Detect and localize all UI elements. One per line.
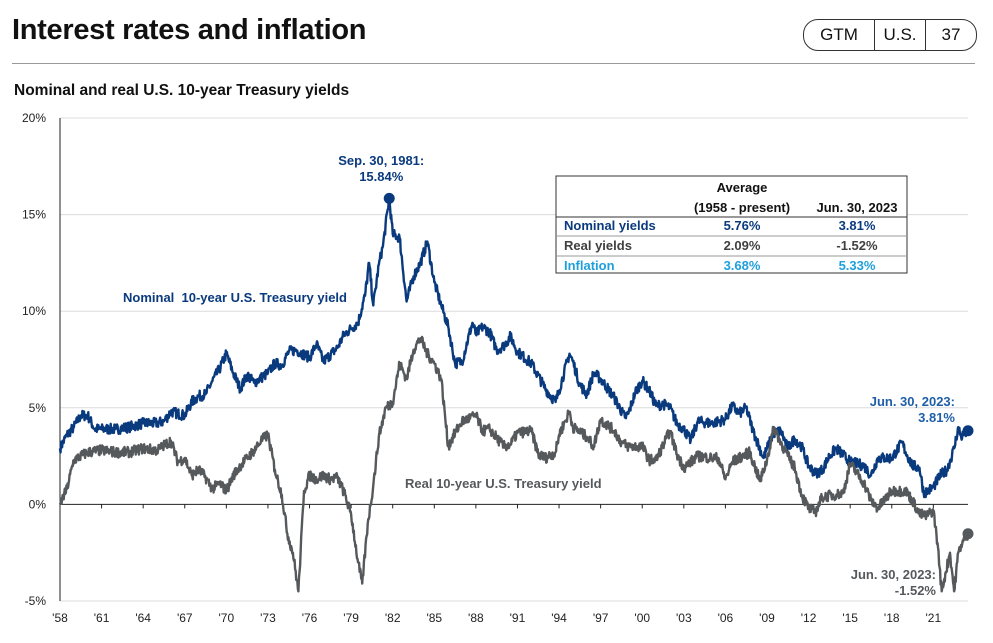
- x-tick-label: '15: [842, 611, 858, 625]
- table-header-average: Average: [717, 180, 768, 195]
- y-tick-label: 0%: [29, 497, 47, 511]
- table-row-nominal-average: 5.76%: [724, 218, 761, 233]
- nominal-yield-line: [58, 197, 970, 499]
- x-tick-label: '79: [343, 611, 359, 625]
- x-tick-label: '82: [385, 611, 401, 625]
- table-row-inflation-label: Inflation: [564, 258, 615, 273]
- page-title: Interest rates and inflation: [12, 14, 367, 46]
- table-row-nominal-label: Nominal yields: [564, 218, 656, 233]
- series-lines: [58, 197, 970, 593]
- y-tick-label: 20%: [22, 111, 46, 125]
- x-tick-label: '94: [551, 611, 567, 625]
- x-tick-label: '61: [94, 611, 110, 625]
- real-end-value: -1.52%: [895, 583, 937, 598]
- peak-marker: [383, 192, 395, 204]
- series-markers: [383, 192, 974, 540]
- x-tick-label: '58: [52, 611, 68, 625]
- y-tick-label: 5%: [29, 401, 47, 415]
- real-yield-line: [58, 335, 970, 593]
- real-end-marker: [962, 528, 974, 540]
- table-row-nominal-latest: 3.81%: [839, 218, 876, 233]
- peak-annotation-label: Sep. 30, 1981:: [338, 153, 424, 168]
- slide-id-badge: GTM U.S. 37: [803, 19, 977, 51]
- table-row-real-label: Real yields: [564, 238, 632, 253]
- y-tick-label: 15%: [22, 208, 46, 222]
- x-tick-label: '91: [510, 611, 526, 625]
- x-tick-label: '21: [926, 611, 942, 625]
- x-tick-label: '73: [260, 611, 276, 625]
- nominal-series-label: Nominal 10-year U.S. Treasury yield: [123, 290, 347, 305]
- nominal-end-label: Jun. 30, 2023:: [870, 394, 955, 409]
- chart-title: Nominal and real U.S. 10-year Treasury y…: [14, 82, 350, 99]
- table-row-real-average: 2.09%: [724, 238, 761, 253]
- x-tick-label: '97: [593, 611, 609, 625]
- real-series-label: Real 10-year U.S. Treasury yield: [405, 476, 602, 491]
- x-tick-label: '03: [676, 611, 692, 625]
- x-tick-label: '70: [219, 611, 235, 625]
- table-row-inflation-latest: 5.33%: [839, 258, 876, 273]
- x-tick-label: '00: [634, 611, 650, 625]
- real-end-label: Jun. 30, 2023:: [851, 567, 936, 582]
- x-tick-label: '18: [884, 611, 900, 625]
- x-tick-label: '76: [302, 611, 318, 625]
- table-header-date: Jun. 30, 2023: [817, 200, 898, 215]
- y-tick-label: -5%: [25, 594, 47, 608]
- badge-region: U.S.: [874, 20, 925, 50]
- x-axis-ticks: '58 '61 '64 '67 '70 '73 '76 '79 '82 '85 '88 '91 '94 '…: [52, 504, 941, 625]
- summary-table-frame: [555, 175, 908, 274]
- nominal-end-marker: [962, 425, 974, 437]
- x-tick-label: '67: [177, 611, 193, 625]
- x-tick-label: '88: [468, 611, 484, 625]
- table-row-inflation-average: 3.68%: [724, 258, 761, 273]
- badge-source: GTM: [820, 25, 858, 44]
- table-row-real-latest: -1.52%: [836, 238, 878, 253]
- x-tick-label: '64: [135, 611, 151, 625]
- y-tick-label: 10%: [22, 304, 46, 318]
- table-header-period: (1958 - present): [694, 200, 790, 215]
- nominal-end-value: 3.81%: [918, 410, 955, 425]
- badge-page-number: 37: [925, 20, 976, 50]
- peak-annotation-value: 15.84%: [359, 169, 404, 184]
- y-axis-ticks: 20% 15% 10% 5% 0% -5%: [22, 111, 46, 608]
- x-tick-label: '85: [426, 611, 442, 625]
- x-tick-label: '06: [718, 611, 734, 625]
- header-divider: [12, 63, 975, 64]
- summary-table: Average (1958 - present) Jun. 30, 2023 N…: [555, 175, 908, 274]
- x-tick-label: '09: [759, 611, 775, 625]
- x-tick-label: '12: [801, 611, 817, 625]
